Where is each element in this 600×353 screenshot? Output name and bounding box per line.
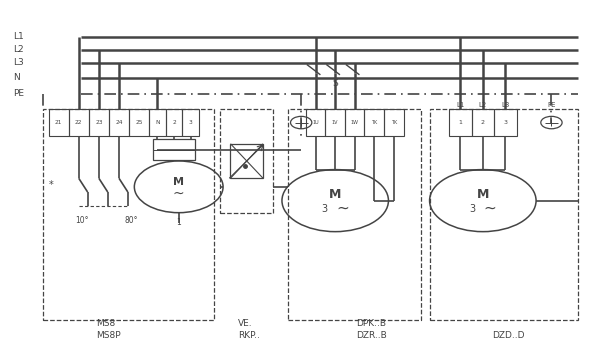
Text: 1U: 1U — [313, 120, 319, 125]
Bar — [494, 109, 517, 136]
Text: 1: 1 — [458, 120, 462, 125]
Bar — [43, 109, 214, 319]
Text: 21: 21 — [55, 120, 62, 125]
Text: L3: L3 — [501, 102, 509, 108]
Bar — [230, 144, 263, 178]
Bar — [449, 109, 472, 136]
Text: M: M — [173, 176, 184, 187]
Bar — [364, 109, 384, 136]
Text: ~: ~ — [484, 201, 496, 216]
Text: *: * — [49, 180, 53, 190]
Text: N: N — [155, 120, 160, 125]
Bar — [345, 109, 364, 136]
Bar — [325, 109, 345, 136]
Text: L3: L3 — [13, 58, 24, 67]
Bar — [182, 109, 199, 136]
Text: 3: 3 — [469, 204, 475, 214]
Text: M: M — [329, 188, 341, 201]
Bar — [89, 109, 109, 136]
Text: 80°: 80° — [124, 216, 137, 225]
Text: 1W: 1W — [351, 120, 359, 125]
Bar — [109, 109, 129, 136]
Text: 3: 3 — [188, 120, 193, 125]
Bar — [149, 109, 166, 136]
Text: MS8
MS8P: MS8 MS8P — [96, 319, 121, 340]
Bar — [166, 109, 182, 136]
Text: L1: L1 — [456, 102, 464, 108]
Text: L2: L2 — [13, 45, 23, 54]
Text: 10°: 10° — [75, 216, 88, 225]
Text: 2: 2 — [481, 120, 485, 125]
Bar — [288, 109, 421, 319]
Text: TK: TK — [391, 120, 397, 125]
Bar — [220, 109, 274, 213]
Bar — [68, 109, 89, 136]
Text: TK: TK — [371, 120, 377, 125]
Text: M: M — [476, 188, 489, 201]
Text: VE.
RKP..: VE. RKP.. — [238, 319, 260, 340]
Text: 24: 24 — [115, 120, 123, 125]
Text: 2: 2 — [172, 120, 176, 125]
Text: 22: 22 — [75, 120, 82, 125]
Text: S: S — [332, 79, 338, 88]
Text: DPK..B
DZR..B: DPK..B DZR..B — [356, 319, 387, 340]
Text: DZD..D: DZD..D — [492, 331, 525, 340]
Text: L2: L2 — [479, 102, 487, 108]
Text: ~: ~ — [173, 187, 185, 201]
Text: ~: ~ — [336, 201, 349, 216]
Bar — [472, 109, 494, 136]
Text: 1V: 1V — [332, 120, 338, 125]
Bar — [153, 139, 194, 160]
Text: 25: 25 — [136, 120, 143, 125]
Text: 3: 3 — [322, 204, 328, 214]
Text: PE: PE — [547, 102, 556, 108]
Bar — [384, 109, 404, 136]
Text: 1: 1 — [176, 218, 181, 227]
Text: L1: L1 — [13, 32, 24, 41]
Bar — [129, 109, 149, 136]
Text: 3: 3 — [503, 120, 508, 125]
Bar — [49, 109, 68, 136]
Bar — [430, 109, 578, 319]
Bar — [306, 109, 325, 136]
Text: N: N — [13, 73, 20, 82]
Text: 23: 23 — [95, 120, 103, 125]
Text: PE: PE — [13, 89, 24, 98]
